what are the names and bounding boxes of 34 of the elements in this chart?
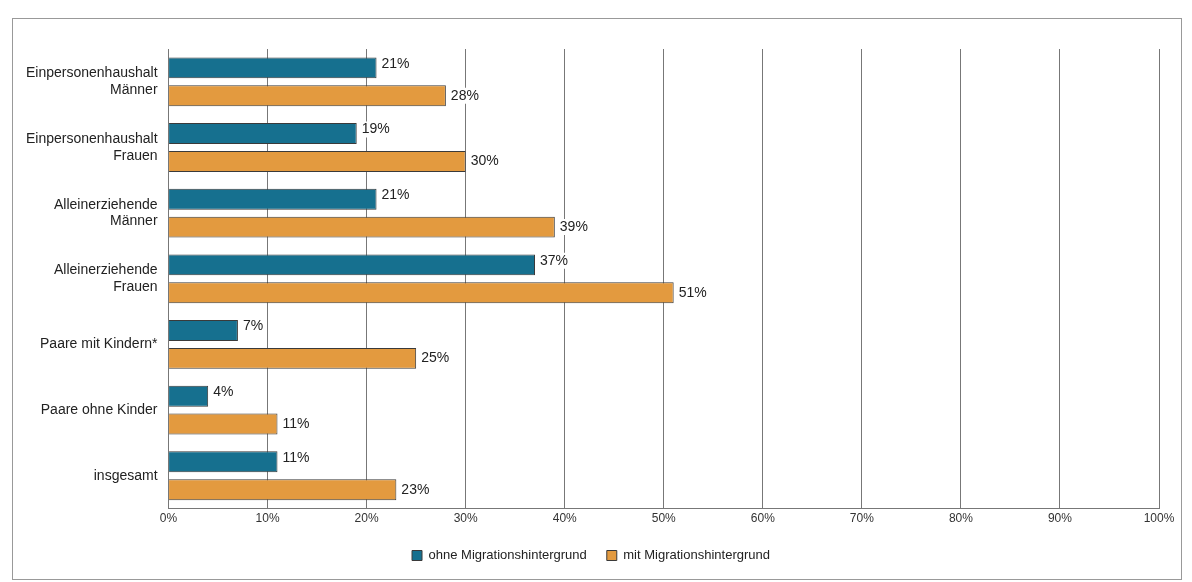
data-label: 30%	[470, 152, 499, 169]
y-tick-label: insgesamt	[93, 466, 158, 483]
x-tick-label: 10%	[255, 511, 280, 526]
y-tick-label: Alleinerziehende Männer	[54, 195, 158, 229]
x-tick-label: 40%	[552, 511, 578, 526]
y-tick-label: Paare ohne Kinder	[40, 400, 158, 417]
x-tick-label: 70%	[849, 511, 875, 526]
data-label: 21%	[381, 54, 410, 71]
legend-label: mit Migrationshintergrund	[623, 547, 770, 563]
y-tick-label: Paare mit Kindern*	[40, 335, 159, 352]
x-tick-label: 60%	[750, 511, 776, 526]
x-tick-label: 90%	[1047, 511, 1073, 526]
data-label: 7%	[242, 317, 264, 334]
data-label: 21%	[381, 186, 410, 203]
y-tick-label: Alleinerziehende Frauen	[54, 261, 158, 295]
data-label: 28%	[450, 86, 479, 103]
data-label: 23%	[401, 480, 430, 497]
data-label: 19%	[361, 120, 390, 137]
x-tick-label: 50%	[651, 511, 677, 526]
x-tick-label: 100%	[1143, 511, 1175, 526]
data-label: 39%	[559, 217, 588, 234]
data-label: 11%	[282, 448, 310, 465]
data-label: 51%	[678, 283, 707, 300]
data-label: 37%	[540, 251, 569, 268]
y-tick-label: Einpersonenhaushalt Männer	[26, 64, 158, 98]
legend-label: ohne Migrationshintergrund	[428, 547, 587, 563]
data-label: 4%	[213, 383, 234, 400]
x-tick-label: 0%	[159, 511, 178, 526]
x-tick-label: 80%	[948, 511, 974, 526]
x-tick-label: 30%	[453, 511, 479, 526]
data-label: 11%	[282, 414, 310, 431]
x-tick-label: 20%	[354, 511, 379, 526]
y-tick-label: Einpersonenhaushalt Frauen	[26, 129, 158, 163]
data-label: 25%	[421, 349, 450, 366]
